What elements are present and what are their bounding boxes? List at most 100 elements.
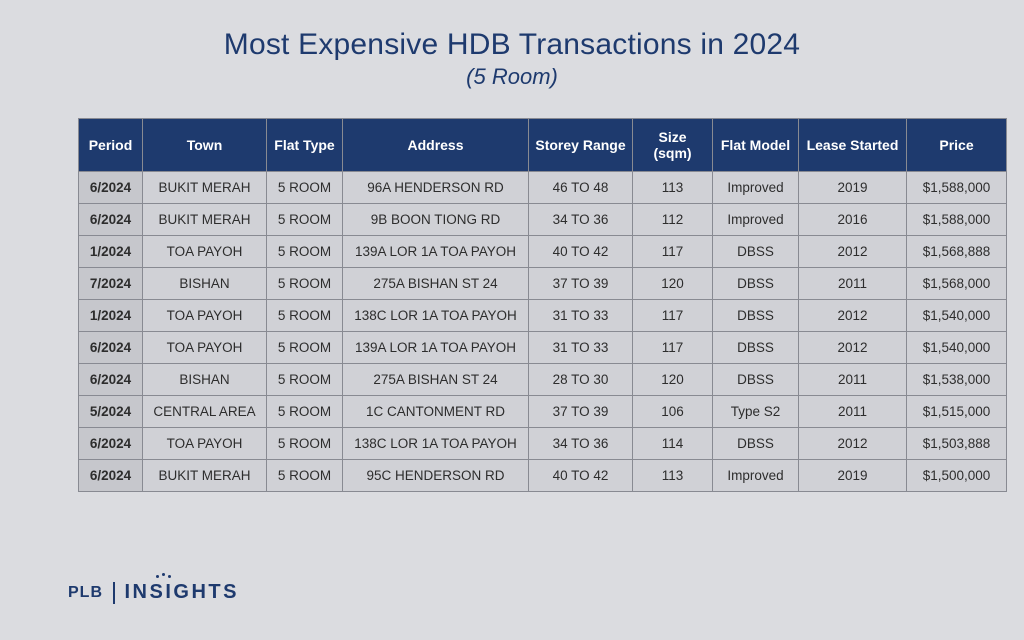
cell-size: 113 [633, 460, 713, 492]
table-row: 1/2024TOA PAYOH5 ROOM138C LOR 1A TOA PAY… [79, 300, 1007, 332]
cell-lease: 2012 [799, 300, 907, 332]
table-row: 6/2024BUKIT MERAH5 ROOM95C HENDERSON RD4… [79, 460, 1007, 492]
cell-period: 1/2024 [79, 300, 143, 332]
cell-address: 96A HENDERSON RD [343, 172, 529, 204]
cell-model: DBSS [713, 332, 799, 364]
cell-size: 117 [633, 332, 713, 364]
cell-flat: 5 ROOM [267, 332, 343, 364]
cell-price: $1,515,000 [907, 396, 1007, 428]
cell-price: $1,500,000 [907, 460, 1007, 492]
cell-price: $1,503,888 [907, 428, 1007, 460]
cell-lease: 2019 [799, 460, 907, 492]
logo-right: INSIGHTS [125, 581, 239, 604]
cell-flat: 5 ROOM [267, 364, 343, 396]
cell-size: 117 [633, 300, 713, 332]
cell-lease: 2012 [799, 236, 907, 268]
cell-town: BISHAN [143, 268, 267, 300]
cell-period: 6/2024 [79, 172, 143, 204]
cell-address: 1C CANTONMENT RD [343, 396, 529, 428]
cell-lease: 2012 [799, 428, 907, 460]
cell-town: BUKIT MERAH [143, 172, 267, 204]
cell-lease: 2011 [799, 396, 907, 428]
table-row: 7/2024BISHAN5 ROOM275A BISHAN ST 2437 TO… [79, 268, 1007, 300]
cell-model: Improved [713, 204, 799, 236]
table-container: PeriodTownFlat TypeAddressStorey RangeSi… [78, 118, 946, 492]
cell-lease: 2011 [799, 364, 907, 396]
cell-price: $1,540,000 [907, 332, 1007, 364]
cell-size: 106 [633, 396, 713, 428]
cell-period: 6/2024 [79, 332, 143, 364]
page-title: Most Expensive HDB Transactions in 2024 [0, 28, 1024, 62]
cell-storey: 31 TO 33 [529, 300, 633, 332]
cell-storey: 31 TO 33 [529, 332, 633, 364]
cell-period: 6/2024 [79, 460, 143, 492]
cell-size: 120 [633, 364, 713, 396]
cell-size: 117 [633, 236, 713, 268]
cell-town: TOA PAYOH [143, 236, 267, 268]
cell-storey: 46 TO 48 [529, 172, 633, 204]
table-row: 6/2024TOA PAYOH5 ROOM139A LOR 1A TOA PAY… [79, 332, 1007, 364]
cell-period: 6/2024 [79, 204, 143, 236]
cell-town: TOA PAYOH [143, 428, 267, 460]
logo-divider [113, 582, 115, 604]
cell-lease: 2011 [799, 268, 907, 300]
cell-storey: 34 TO 36 [529, 204, 633, 236]
cell-model: DBSS [713, 428, 799, 460]
cell-flat: 5 ROOM [267, 204, 343, 236]
col-header-period: Period [79, 119, 143, 172]
cell-size: 120 [633, 268, 713, 300]
cell-size: 112 [633, 204, 713, 236]
cell-address: 275A BISHAN ST 24 [343, 364, 529, 396]
cell-model: DBSS [713, 236, 799, 268]
cell-price: $1,588,000 [907, 172, 1007, 204]
col-header-flat: Flat Type [267, 119, 343, 172]
footer-logo: PLB INSIGHTS [68, 581, 239, 604]
cell-address: 138C LOR 1A TOA PAYOH [343, 428, 529, 460]
cell-storey: 40 TO 42 [529, 460, 633, 492]
cell-lease: 2019 [799, 172, 907, 204]
cell-address: 138C LOR 1A TOA PAYOH [343, 300, 529, 332]
cell-storey: 34 TO 36 [529, 428, 633, 460]
cell-model: Improved [713, 172, 799, 204]
cell-town: CENTRAL AREA [143, 396, 267, 428]
table-row: 6/2024BUKIT MERAH5 ROOM96A HENDERSON RD4… [79, 172, 1007, 204]
cell-town: TOA PAYOH [143, 332, 267, 364]
col-header-address: Address [343, 119, 529, 172]
cell-address: 139A LOR 1A TOA PAYOH [343, 236, 529, 268]
cell-storey: 28 TO 30 [529, 364, 633, 396]
col-header-model: Flat Model [713, 119, 799, 172]
cell-period: 7/2024 [79, 268, 143, 300]
cell-town: BUKIT MERAH [143, 204, 267, 236]
cell-period: 1/2024 [79, 236, 143, 268]
col-header-lease: Lease Started [799, 119, 907, 172]
logo-left: PLB [68, 584, 103, 602]
cell-flat: 5 ROOM [267, 236, 343, 268]
cell-model: DBSS [713, 268, 799, 300]
cell-storey: 37 TO 39 [529, 268, 633, 300]
cell-town: TOA PAYOH [143, 300, 267, 332]
cell-address: 95C HENDERSON RD [343, 460, 529, 492]
logo-right-text: INSIGHTS [125, 581, 239, 603]
cell-address: 275A BISHAN ST 24 [343, 268, 529, 300]
col-header-town: Town [143, 119, 267, 172]
cell-flat: 5 ROOM [267, 268, 343, 300]
title-block: Most Expensive HDB Transactions in 2024 … [0, 0, 1024, 90]
cell-flat: 5 ROOM [267, 460, 343, 492]
cell-price: $1,568,000 [907, 268, 1007, 300]
table-header-row: PeriodTownFlat TypeAddressStorey RangeSi… [79, 119, 1007, 172]
cell-town: BUKIT MERAH [143, 460, 267, 492]
table-row: 5/2024CENTRAL AREA5 ROOM1C CANTONMENT RD… [79, 396, 1007, 428]
cell-lease: 2016 [799, 204, 907, 236]
cell-price: $1,568,888 [907, 236, 1007, 268]
page-subtitle: (5 Room) [0, 64, 1024, 90]
cell-flat: 5 ROOM [267, 300, 343, 332]
transactions-table: PeriodTownFlat TypeAddressStorey RangeSi… [78, 118, 1007, 492]
cell-model: Type S2 [713, 396, 799, 428]
cell-model: DBSS [713, 300, 799, 332]
cell-period: 6/2024 [79, 428, 143, 460]
table-row: 1/2024TOA PAYOH5 ROOM139A LOR 1A TOA PAY… [79, 236, 1007, 268]
col-header-size: Size (sqm) [633, 119, 713, 172]
cell-size: 113 [633, 172, 713, 204]
cell-model: DBSS [713, 364, 799, 396]
col-header-storey: Storey Range [529, 119, 633, 172]
